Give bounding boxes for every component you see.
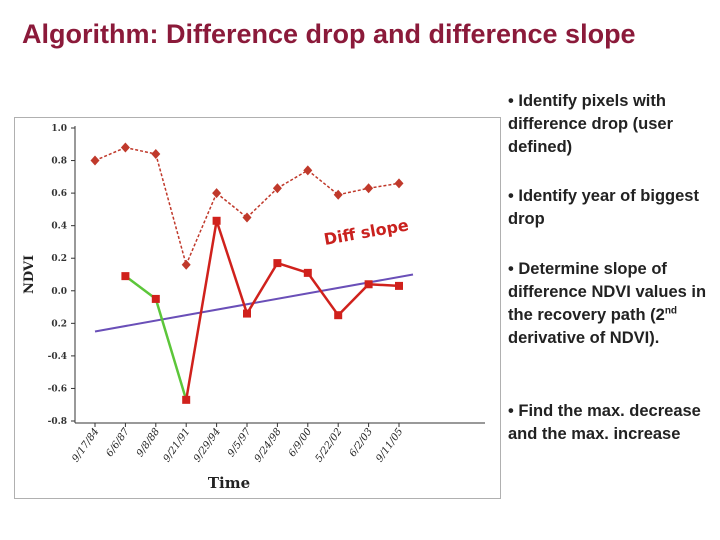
x-tick-label: 9/21/91 — [162, 426, 193, 464]
bullet-max-change: • Find the max. decrease and the max. in… — [508, 402, 701, 443]
series-2-segment — [368, 283, 400, 288]
series-1-point — [394, 178, 404, 189]
y-tick-label: 0.2 — [51, 319, 67, 329]
bullet-biggest-drop: • Identify year of biggest drop — [508, 187, 699, 228]
y-tick-label: 0.4 — [51, 222, 67, 232]
x-tick-label: 9/29/94 — [192, 426, 223, 464]
y-tick-label: -0.8 — [48, 417, 67, 427]
series-1-point — [303, 165, 313, 176]
x-axis-label: Time — [208, 474, 250, 492]
x-tick-label: 6/2/03 — [348, 426, 375, 459]
y-tick-label: 0.8 — [51, 157, 67, 167]
series-2-segment — [124, 275, 157, 300]
series-1-point — [242, 212, 252, 223]
y-tick-label: 0.0 — [51, 287, 67, 297]
x-tick-label: 9/5/97 — [226, 426, 254, 459]
x-tick-labels: 9/17/84 6/6/87 9/8/88 9/21/91 9/29/94 9/5/97 9… — [70, 423, 405, 464]
series-2-segment — [154, 298, 188, 401]
bullet-difference-drop: • Identify pixels with difference drop (… — [508, 92, 674, 156]
y-tick-labels: 1.0 0.8 0.6 0.4 0.2 0.0 0.2 -0.4 -0.6 -0.8 — [48, 124, 75, 427]
y-tick-label: -0.6 — [48, 384, 67, 394]
series-1-segment — [307, 169, 339, 196]
series-2-segment — [337, 283, 370, 317]
ndvi-chart: 1.0 0.8 0.6 0.4 0.2 0.0 0.2 -0.4 -0.6 -0.8 9/17/8… — [14, 117, 501, 499]
series-1-segment — [277, 169, 309, 189]
x-tick-label: 5/22/02 — [314, 426, 345, 464]
y-tick-label: -0.4 — [48, 352, 67, 362]
series-1-segment — [338, 187, 369, 196]
x-tick-label: 6/9/00 — [287, 426, 315, 459]
series-2-segment — [184, 220, 218, 401]
chart-axes — [74, 126, 485, 424]
series-1-segment — [216, 192, 248, 219]
x-tick-label: 9/24/98 — [253, 426, 284, 464]
series-2-point — [395, 281, 403, 290]
chart-svg: 1.0 0.8 0.6 0.4 0.2 0.0 0.2 -0.4 -0.6 -0.8 9/17/8… — [22, 124, 485, 492]
series-1-point — [90, 155, 100, 166]
series-2-point — [364, 280, 373, 289]
bullet-slope-text: • Determine slope of difference NDVI val… — [508, 260, 707, 324]
series-1-point — [212, 188, 222, 199]
series-1-point — [181, 259, 191, 270]
series-2-point — [273, 259, 282, 268]
series-2-point — [121, 272, 130, 281]
series-2-segment — [215, 220, 249, 314]
diff-slope-annotation: Diff slope — [322, 215, 410, 249]
series-1-segment — [368, 182, 400, 189]
series-1-segment — [155, 153, 187, 265]
x-tick-label: 9/8/88 — [135, 426, 162, 459]
slide-title: Algorithm: Difference drop and differenc… — [22, 19, 636, 49]
series-1-point — [272, 183, 282, 194]
y-tick-label: 1.0 — [51, 124, 67, 134]
series-1-segment — [125, 146, 156, 155]
y-tick-label: 0.2 — [51, 254, 67, 264]
series-2-point — [243, 309, 251, 318]
y-tick-label: 0.6 — [51, 189, 67, 199]
series-2-point — [212, 216, 221, 225]
bullet-slope-tail: derivative of NDVI). — [508, 329, 660, 347]
series-1-point — [333, 189, 343, 200]
series-1-segment — [246, 187, 278, 219]
series-1-segment — [185, 192, 218, 266]
series-2-segment — [306, 272, 340, 316]
series-1-point — [151, 149, 161, 160]
bullet-slope-sup: nd — [664, 305, 678, 317]
series-layer — [90, 142, 414, 404]
x-tick-label: 9/17/84 — [70, 426, 101, 464]
series-2-point — [334, 311, 343, 320]
series-2-segment — [277, 261, 309, 275]
x-tick-label: 9/11/05 — [374, 426, 405, 464]
series-1-segment — [94, 146, 126, 162]
series-2-point — [151, 294, 160, 303]
series-2-segment — [245, 262, 279, 315]
x-tick-label: 6/6/87 — [104, 426, 132, 459]
series-1-point — [120, 142, 130, 153]
series-2-point — [303, 268, 312, 277]
bullet-slope: • Determine slope of difference NDVI val… — [508, 258, 713, 350]
series-2-point — [182, 395, 191, 404]
series-1-point — [364, 183, 374, 194]
y-axis-label: NDVI — [22, 255, 37, 294]
